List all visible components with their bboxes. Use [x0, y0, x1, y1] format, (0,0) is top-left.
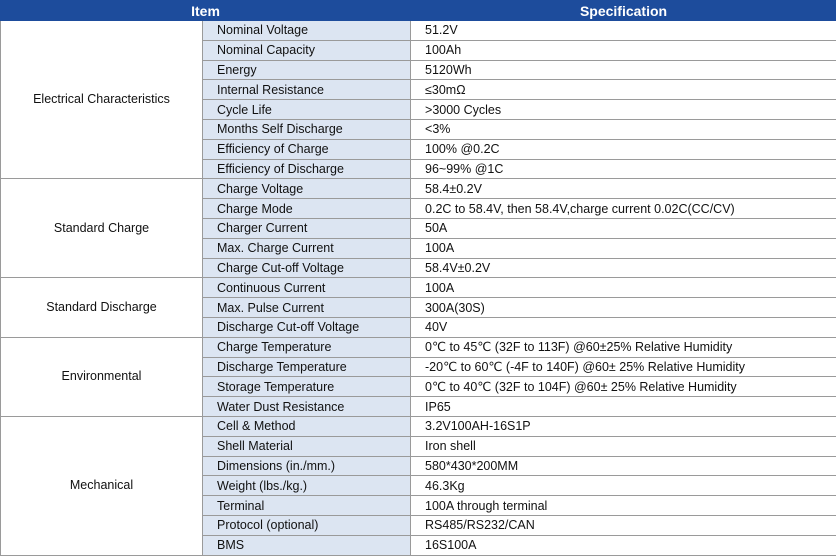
spec-cell: 5120Wh — [411, 60, 836, 80]
spec-cell: 580*430*200MM — [411, 456, 836, 476]
spec-cell: 96~99% @1C — [411, 159, 836, 179]
item-cell: Water Dust Resistance — [203, 397, 411, 417]
item-cell: Dimensions (in./mm.) — [203, 456, 411, 476]
item-cell: Continuous Current — [203, 278, 411, 298]
spec-cell: 51.2V — [411, 21, 836, 41]
item-cell: Internal Resistance — [203, 80, 411, 100]
group-name: Standard Discharge — [1, 278, 203, 337]
spec-cell: 100Ah — [411, 40, 836, 60]
header-item: Item — [1, 1, 411, 21]
item-cell: Max. Pulse Current — [203, 298, 411, 318]
item-cell: Charge Mode — [203, 199, 411, 219]
spec-cell: 40V — [411, 317, 836, 337]
item-cell: Shell Material — [203, 436, 411, 456]
item-cell: Terminal — [203, 496, 411, 516]
spec-cell: >3000 Cycles — [411, 100, 836, 120]
item-cell: Cycle Life — [203, 100, 411, 120]
spec-cell: Iron shell — [411, 436, 836, 456]
item-cell: Weight (lbs./kg.) — [203, 476, 411, 496]
spec-cell: RS485/RS232/CAN — [411, 515, 836, 535]
spec-cell: 100% @0.2C — [411, 139, 836, 159]
item-cell: Cell & Method — [203, 416, 411, 436]
spec-cell: 16S100A — [411, 535, 836, 555]
spec-cell: 0℃ to 45℃ (32F to 113F) @60±25% Relative… — [411, 337, 836, 357]
spec-cell: 58.4±0.2V — [411, 179, 836, 199]
header-spec: Specification — [411, 1, 836, 21]
spec-cell: 58.4V±0.2V — [411, 258, 836, 278]
item-cell: Nominal Capacity — [203, 40, 411, 60]
item-cell: Max. Charge Current — [203, 238, 411, 258]
item-cell: Storage Temperature — [203, 377, 411, 397]
group-name: Environmental — [1, 337, 203, 416]
group-name: Electrical Characteristics — [1, 21, 203, 179]
item-cell: BMS — [203, 535, 411, 555]
header-row: Item Specification — [1, 1, 836, 21]
item-cell: Protocol (optional) — [203, 515, 411, 535]
spec-cell: 0℃ to 40℃ (32F to 104F) @60± 25% Relativ… — [411, 377, 836, 397]
spec-cell: 100A through terminal — [411, 496, 836, 516]
spec-cell: -20℃ to 60℃ (-4F to 140F) @60± 25% Relat… — [411, 357, 836, 377]
item-cell: Charge Temperature — [203, 337, 411, 357]
group-name: Mechanical — [1, 416, 203, 555]
spec-cell: ≤30mΩ — [411, 80, 836, 100]
spec-cell: 46.3Kg — [411, 476, 836, 496]
item-cell: Nominal Voltage — [203, 21, 411, 41]
spec-cell: 3.2V100AH-16S1P — [411, 416, 836, 436]
spec-cell: <3% — [411, 119, 836, 139]
item-cell: Charger Current — [203, 218, 411, 238]
item-cell: Efficiency of Discharge — [203, 159, 411, 179]
spec-cell: 100A — [411, 278, 836, 298]
spec-cell: 0.2C to 58.4V, then 58.4V,charge current… — [411, 199, 836, 219]
spec-cell: 100A — [411, 238, 836, 258]
group-name: Standard Charge — [1, 179, 203, 278]
spec-cell: 300A(30S) — [411, 298, 836, 318]
spec-cell: 50A — [411, 218, 836, 238]
item-cell: Discharge Temperature — [203, 357, 411, 377]
item-cell: Energy — [203, 60, 411, 80]
item-cell: Efficiency of Charge — [203, 139, 411, 159]
item-cell: Charge Cut-off Voltage — [203, 258, 411, 278]
item-cell: Months Self Discharge — [203, 119, 411, 139]
item-cell: Discharge Cut-off Voltage — [203, 317, 411, 337]
spec-cell: IP65 — [411, 397, 836, 417]
item-cell: Charge Voltage — [203, 179, 411, 199]
